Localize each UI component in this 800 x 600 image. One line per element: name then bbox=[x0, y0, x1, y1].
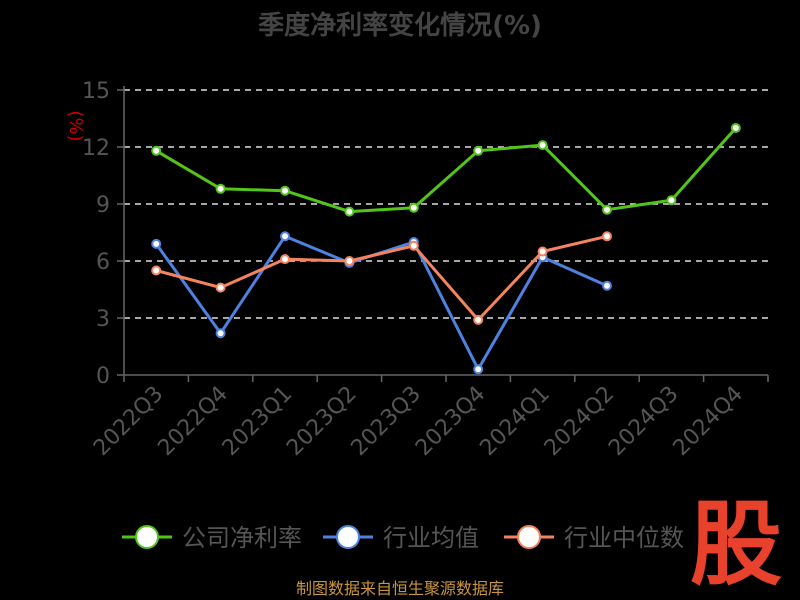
x-tick-labels: 2022Q32022Q42023Q12023Q22023Q32023Q42024… bbox=[89, 382, 748, 461]
data-point bbox=[602, 231, 612, 242]
x-tick-label: 2024Q1 bbox=[475, 382, 554, 461]
data-point bbox=[602, 204, 612, 215]
legend-label: 公司净利率 bbox=[182, 524, 302, 552]
x-tick-label: 2022Q4 bbox=[153, 382, 232, 461]
y-axis-label: (%) bbox=[65, 110, 86, 141]
data-point bbox=[280, 231, 290, 242]
x-tick-label: 2022Q3 bbox=[89, 382, 168, 461]
x-tick-label: 2024Q2 bbox=[540, 382, 619, 461]
series-line bbox=[155, 234, 608, 322]
data-point bbox=[344, 206, 355, 217]
x-tick-label: 2024Q4 bbox=[669, 382, 748, 461]
x-tick-label: 2023Q4 bbox=[411, 382, 490, 461]
data-point bbox=[151, 238, 162, 249]
data-point bbox=[151, 145, 162, 156]
axes bbox=[117, 86, 769, 382]
data-point bbox=[537, 140, 548, 151]
data-point bbox=[602, 280, 612, 291]
data-point bbox=[215, 328, 226, 339]
data-point bbox=[473, 145, 484, 156]
data-point bbox=[344, 256, 355, 266]
data-point bbox=[215, 282, 226, 293]
legend-marker bbox=[517, 525, 541, 549]
data-point bbox=[473, 314, 484, 325]
legend-label: 行业中位数 bbox=[564, 524, 684, 552]
legend-marker bbox=[135, 525, 159, 549]
grid-lines bbox=[124, 89, 768, 319]
x-tick-label: 2023Q3 bbox=[347, 382, 426, 461]
chart-title: 季度净利率变化情况(%) bbox=[258, 10, 542, 41]
data-point bbox=[537, 246, 548, 257]
data-point bbox=[215, 183, 226, 194]
x-tick-label: 2024Q3 bbox=[604, 382, 683, 461]
data-point bbox=[666, 195, 677, 206]
x-tick-label: 2023Q1 bbox=[218, 382, 297, 461]
legend-label: 行业均值 bbox=[383, 524, 479, 552]
y-tick-label: 0 bbox=[96, 364, 110, 389]
y-tick-labels: 0 3 6 9 12 15 bbox=[82, 79, 110, 389]
source-text: 制图数据来自恒生聚源数据库 bbox=[296, 579, 504, 598]
y-tick-label: 6 bbox=[96, 250, 110, 275]
y-tick-label: 12 bbox=[82, 136, 110, 161]
data-point bbox=[408, 240, 419, 251]
y-tick-label: 9 bbox=[96, 193, 110, 218]
y-tick-label: 15 bbox=[82, 79, 110, 104]
data-point bbox=[280, 185, 290, 196]
data-point bbox=[280, 254, 290, 265]
data-point bbox=[730, 123, 741, 133]
x-tick-label: 2023Q2 bbox=[282, 382, 361, 461]
data-point bbox=[473, 364, 484, 375]
y-tick-label: 3 bbox=[96, 307, 110, 332]
series-line bbox=[155, 127, 737, 214]
data-point bbox=[408, 202, 419, 213]
legend: 公司净利率 行业均值 行业中位数 bbox=[122, 524, 684, 552]
watermark-logo: 股 bbox=[690, 491, 782, 598]
data-point bbox=[151, 265, 162, 276]
series-lines bbox=[151, 123, 741, 375]
legend-marker bbox=[336, 525, 360, 549]
